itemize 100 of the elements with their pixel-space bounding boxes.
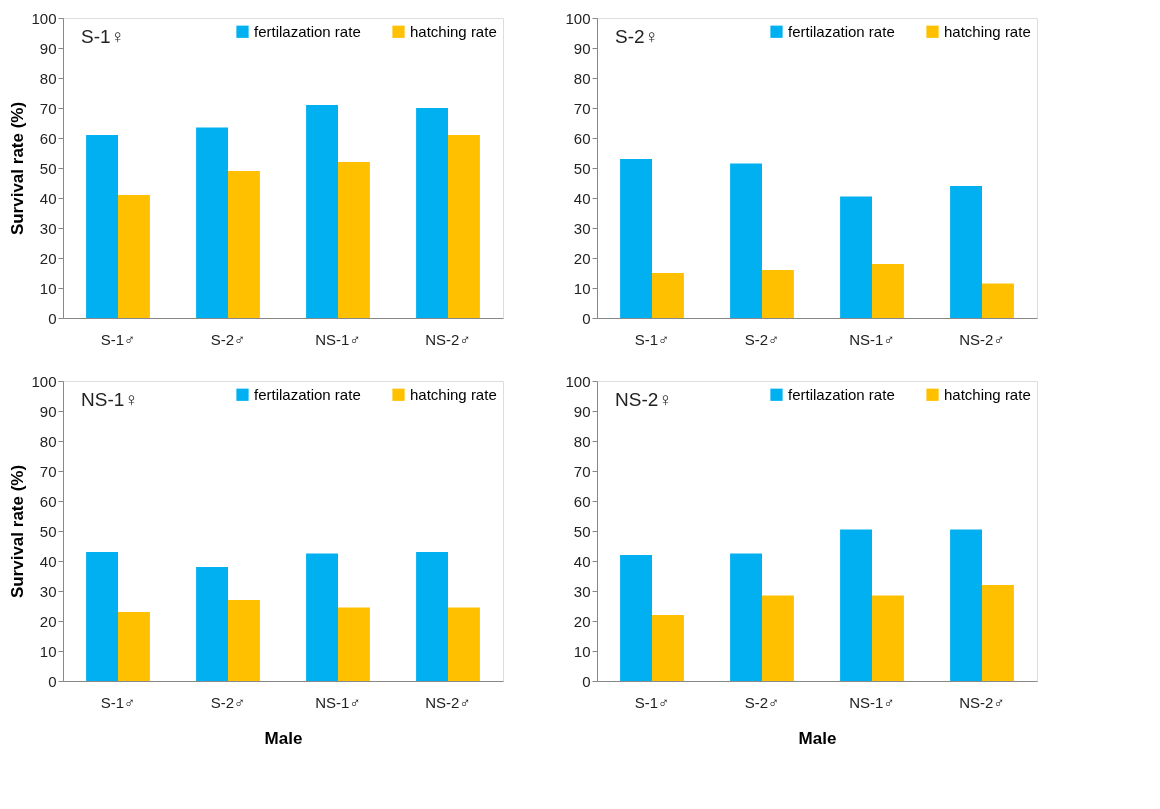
y-tick-label: 100 [31, 372, 57, 390]
bar [620, 159, 652, 318]
chart-title: S-2♀ [615, 26, 659, 47]
bar [982, 585, 1014, 681]
bar [338, 162, 370, 318]
y-tick-label: 60 [573, 492, 591, 510]
x-tick-label: S-1♂ [100, 693, 136, 711]
y-tick-label: 30 [573, 582, 591, 600]
y-tick-label: 90 [39, 402, 57, 420]
x-tick-label: S-1♂ [634, 330, 670, 348]
y-tick-label: 50 [39, 159, 57, 177]
x-tick-label: NS-1♂ [315, 693, 361, 711]
x-tick-label: NS-1♂ [849, 330, 895, 348]
x-tick-label: S-2♂ [210, 693, 246, 711]
y-tick-label: 40 [39, 552, 57, 570]
bar [872, 595, 904, 681]
y-tick-label: 80 [39, 69, 57, 87]
bar [228, 171, 260, 318]
y-tick-label: 90 [39, 39, 57, 57]
bar [730, 163, 762, 318]
y-tick-label: 80 [573, 432, 591, 450]
y-tick-label: 40 [39, 189, 57, 207]
y-tick-label: 60 [573, 129, 591, 147]
bar [448, 135, 480, 318]
y-tick-label: 70 [39, 462, 57, 480]
y-tick-label: 20 [39, 249, 57, 267]
bar [118, 195, 150, 318]
y-tick-label: 70 [573, 99, 591, 117]
y-tick-label: 30 [39, 582, 57, 600]
y-tick-label: 10 [39, 279, 57, 297]
chart-title: NS-1♀ [81, 389, 139, 410]
bar [196, 567, 228, 681]
x-tick-label: S-1♂ [634, 693, 670, 711]
y-tick-label: 80 [573, 69, 591, 87]
bar [306, 105, 338, 318]
bar [872, 264, 904, 318]
bar [730, 553, 762, 681]
bar [652, 615, 684, 681]
y-tick-label: 50 [39, 522, 57, 540]
y-tick-label: 100 [565, 372, 591, 390]
x-tick-label: NS-2♂ [425, 330, 471, 348]
y-tick-label: 30 [573, 219, 591, 237]
x-tick-label: NS-1♂ [315, 330, 361, 348]
legend-label: fertilazation rate [788, 385, 895, 403]
y-tick-label: 40 [573, 552, 591, 570]
bar [840, 196, 872, 318]
y-axis-title: Survival rate (%) [8, 464, 28, 599]
y-tick-label: 10 [39, 642, 57, 660]
bar [950, 529, 982, 681]
x-tick-label: S-1♂ [100, 330, 136, 348]
y-tick-label: 0 [48, 309, 57, 327]
y-tick-label: 10 [573, 642, 591, 660]
y-tick-label: 30 [39, 219, 57, 237]
y-tick-label: 0 [582, 672, 591, 690]
bar [118, 612, 150, 681]
bar [306, 553, 338, 681]
x-tick-label: S-2♂ [744, 330, 780, 348]
x-tick-label: NS-2♂ [425, 693, 471, 711]
chart-title: S-1♀ [81, 26, 125, 47]
x-tick-label: NS-2♂ [959, 693, 1005, 711]
y-tick-label: 50 [573, 159, 591, 177]
y-tick-label: 80 [39, 432, 57, 450]
y-tick-label: 20 [573, 249, 591, 267]
bar [196, 127, 228, 318]
bar [762, 270, 794, 318]
legend-label: hatching rate [944, 385, 1031, 403]
bar [950, 186, 982, 318]
legend-label: hatching rate [410, 385, 497, 403]
y-tick-label: 60 [39, 492, 57, 510]
bar [448, 607, 480, 681]
legend-label: fertilazation rate [788, 22, 895, 40]
y-tick-label: 90 [573, 402, 591, 420]
bar [840, 529, 872, 681]
x-tick-label: NS-2♂ [959, 330, 1005, 348]
bar [762, 595, 794, 681]
y-tick-label: 70 [573, 462, 591, 480]
y-tick-label: 60 [39, 129, 57, 147]
bar [982, 283, 1014, 318]
x-axis-title: Male [264, 728, 303, 748]
bar [416, 552, 448, 681]
bar [416, 108, 448, 318]
y-tick-label: 70 [39, 99, 57, 117]
y-tick-label: 100 [31, 9, 57, 27]
y-tick-label: 20 [39, 612, 57, 630]
bar [338, 607, 370, 681]
y-tick-label: 0 [48, 672, 57, 690]
legend-label: fertilazation rate [254, 22, 361, 40]
bar [86, 135, 118, 318]
legend-label: hatching rate [410, 22, 497, 40]
bar [620, 555, 652, 681]
legend-label: hatching rate [944, 22, 1031, 40]
x-tick-label: NS-1♂ [849, 693, 895, 711]
bar [652, 273, 684, 318]
y-tick-label: 50 [573, 522, 591, 540]
x-tick-label: S-2♂ [744, 693, 780, 711]
bar [86, 552, 118, 681]
y-tick-label: 90 [573, 39, 591, 57]
y-tick-label: 0 [582, 309, 591, 327]
y-tick-label: 20 [573, 612, 591, 630]
y-tick-label: 40 [573, 189, 591, 207]
